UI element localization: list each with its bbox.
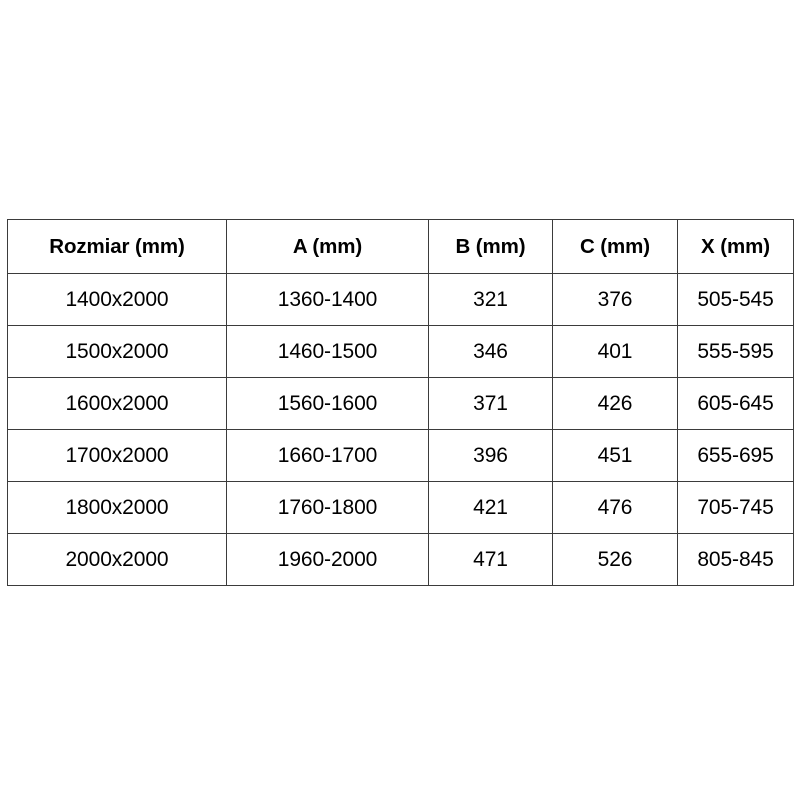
cell-size: 2000x2000 (7, 533, 227, 586)
column-header-a: A (mm) (226, 219, 429, 274)
table-row: 2000x2000 1960-2000 471 526 805-845 (7, 533, 794, 586)
cell-x: 655-695 (677, 429, 794, 482)
size-specification-table-container: Rozmiar (mm) A (mm) B (mm) C (mm) X (mm)… (7, 219, 794, 586)
cell-b: 421 (428, 481, 553, 534)
table-row: 1700x2000 1660-1700 396 451 655-695 (7, 429, 794, 482)
table-row: 1800x2000 1760-1800 421 476 705-745 (7, 481, 794, 534)
cell-a: 1760-1800 (226, 481, 429, 534)
cell-x: 805-845 (677, 533, 794, 586)
table-row: 1500x2000 1460-1500 346 401 555-595 (7, 325, 794, 378)
cell-a: 1660-1700 (226, 429, 429, 482)
column-header-b: B (mm) (428, 219, 553, 274)
cell-size: 1700x2000 (7, 429, 227, 482)
cell-size: 1400x2000 (7, 273, 227, 326)
cell-size: 1800x2000 (7, 481, 227, 534)
cell-c: 376 (552, 273, 678, 326)
cell-c: 451 (552, 429, 678, 482)
cell-a: 1360-1400 (226, 273, 429, 326)
table-row: 1600x2000 1560-1600 371 426 605-645 (7, 377, 794, 430)
cell-b: 471 (428, 533, 553, 586)
cell-size: 1500x2000 (7, 325, 227, 378)
cell-size: 1600x2000 (7, 377, 227, 430)
cell-a: 1960-2000 (226, 533, 429, 586)
column-header-x: X (mm) (677, 219, 794, 274)
table-row: 1400x2000 1360-1400 321 376 505-545 (7, 273, 794, 326)
column-header-c: C (mm) (552, 219, 678, 274)
table-header: Rozmiar (mm) A (mm) B (mm) C (mm) X (mm) (7, 219, 794, 274)
table-header-row: Rozmiar (mm) A (mm) B (mm) C (mm) X (mm) (7, 219, 794, 274)
cell-a: 1460-1500 (226, 325, 429, 378)
cell-x: 605-645 (677, 377, 794, 430)
cell-x: 555-595 (677, 325, 794, 378)
cell-x: 705-745 (677, 481, 794, 534)
cell-b: 396 (428, 429, 553, 482)
cell-c: 526 (552, 533, 678, 586)
cell-x: 505-545 (677, 273, 794, 326)
cell-c: 426 (552, 377, 678, 430)
table-body: 1400x2000 1360-1400 321 376 505-545 1500… (7, 273, 794, 586)
cell-b: 371 (428, 377, 553, 430)
cell-c: 401 (552, 325, 678, 378)
column-header-size: Rozmiar (mm) (7, 219, 227, 274)
cell-a: 1560-1600 (226, 377, 429, 430)
cell-b: 346 (428, 325, 553, 378)
cell-b: 321 (428, 273, 553, 326)
size-specification-table: Rozmiar (mm) A (mm) B (mm) C (mm) X (mm)… (7, 219, 794, 586)
cell-c: 476 (552, 481, 678, 534)
